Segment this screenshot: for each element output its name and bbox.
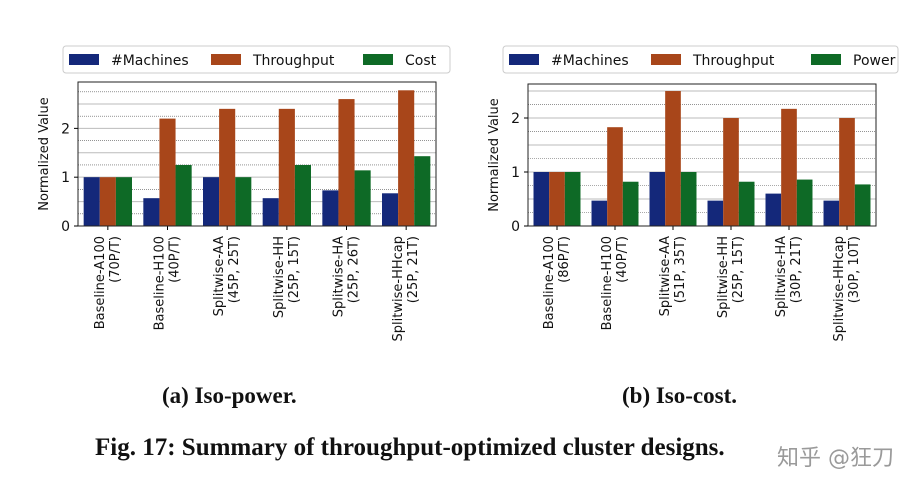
x-tick-label: Baseline-H100(40P/T) [600, 236, 630, 330]
x-tick-label: Splitwise-HHcap(30P, 10T) [832, 236, 862, 341]
legend-swatch [69, 54, 99, 65]
x-tick-label: Splitwise-HHcap(25P, 21T) [391, 236, 421, 341]
figure-caption: Fig. 17: Summary of throughput-optimized… [95, 434, 725, 461]
bar-throughput [398, 90, 415, 226]
x-tick-label: Baseline-A100(86P/T) [542, 236, 572, 329]
caption-b: (b) Iso-cost. [622, 383, 737, 408]
bar-machines [83, 177, 100, 226]
bar-power [680, 172, 697, 226]
bar-throughput [839, 118, 855, 226]
caption-a: (a) Iso-power. [162, 383, 297, 408]
bar-machines [203, 177, 220, 226]
legend-label: Throughput [692, 53, 775, 69]
x-tick-label: Baseline-H100(40P/T) [153, 236, 183, 330]
x-tick-label: Splitwise-HH(25P, 15T) [272, 236, 302, 318]
bar-cost [115, 177, 132, 226]
bar-machines [382, 193, 399, 226]
bar-power [622, 181, 639, 226]
watermark: 知乎 @狂刀 [777, 446, 894, 471]
legend-swatch [651, 54, 681, 65]
y-tick-label: 1 [61, 170, 70, 186]
legend-swatch [509, 54, 539, 65]
legend-swatch [211, 54, 241, 65]
bar-throughput [99, 177, 116, 226]
y-tick-label: 2 [511, 111, 520, 127]
legend-label: #Machines [551, 53, 629, 69]
plot-frame [77, 81, 437, 227]
x-tick-label: Baseline-A100(70P/T) [93, 236, 123, 329]
bar-power [854, 184, 871, 226]
bar-throughput [159, 118, 176, 226]
bar-throughput [338, 99, 355, 226]
legend: #Machines Throughput Cost [62, 45, 451, 74]
chart-b: Baseline-A100(86P/T) Baseline-H100(40P/T)… [487, 45, 899, 341]
bar-cost [235, 177, 252, 226]
bar-throughput [549, 172, 565, 226]
y-tick-label: 2 [61, 121, 70, 137]
bar-power [564, 172, 581, 226]
bar-cost [354, 170, 371, 226]
x-tick-label: Splitwise-AA(51P, 35T) [658, 236, 688, 317]
x-tick-label: Splitwise-HA(30P, 21T) [774, 236, 804, 317]
y-axis-label: Normalized Value [37, 97, 52, 211]
bar-cost [175, 164, 192, 226]
bar-throughput [723, 118, 739, 226]
legend: #Machines Throughput Power [502, 45, 899, 74]
legend-label: Power [853, 53, 896, 69]
bar-machines [765, 193, 782, 226]
legend-label: Cost [405, 53, 437, 69]
x-tick-label: Splitwise-HA(25P, 26T) [332, 236, 362, 317]
legend-swatch [363, 54, 393, 65]
chart-a: Baseline-A100(70P/T) Baseline-H100(40P/T)… [37, 45, 451, 341]
bar-machines [649, 172, 666, 226]
bar-machines [707, 200, 724, 226]
bar-machines [591, 200, 608, 226]
bar-cost [414, 156, 431, 226]
x-tick-label: Splitwise-HH(25P, 15T) [716, 236, 746, 318]
plot-frame [527, 83, 877, 227]
bar-throughput [607, 127, 623, 226]
y-tick-label: 0 [61, 219, 70, 235]
bar-machines [823, 200, 840, 226]
bar-machines [533, 172, 550, 226]
bar-throughput [665, 91, 681, 226]
y-axis-label: Normalized Value [487, 98, 502, 212]
x-tick-label: Splitwise-AA(45P, 25T) [212, 236, 242, 317]
bar-throughput [278, 108, 295, 226]
bar-machines [262, 198, 279, 226]
y-tick-label: 0 [511, 219, 520, 235]
legend-label: #Machines [111, 53, 189, 69]
bar-cost [294, 164, 311, 226]
y-tick-label: 1 [511, 165, 520, 181]
bar-power [738, 181, 755, 226]
legend-label: Throughput [252, 53, 335, 69]
legend-swatch [811, 54, 841, 65]
bar-machines [322, 190, 339, 226]
bar-power [796, 179, 813, 226]
bar-machines [143, 198, 160, 226]
bar-throughput [781, 108, 797, 226]
bar-throughput [219, 108, 236, 226]
